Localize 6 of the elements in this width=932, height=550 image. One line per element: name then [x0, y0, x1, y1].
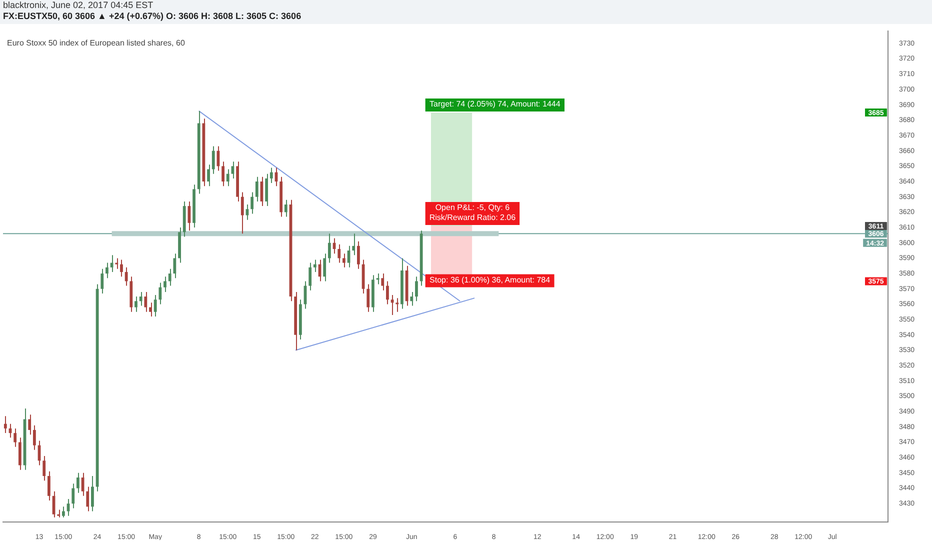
chart-title: blacktronix, June 02, 2017 04:45 EST — [3, 0, 154, 11]
band-label: Stop: 36 (1.00%) 36, Amount: 784 — [430, 275, 551, 284]
band-label: Target: 74 (2.05%) 74, Amount: 1444 — [430, 100, 561, 109]
annotation: Euro Stoxx 50 index of European listed shares, 60 — [7, 38, 186, 48]
annotation: Open P&L: -5, Qty: 6 Risk/Reward Ratio: 2.06 — [429, 203, 516, 222]
chart-subtitle: FX:EUSTX50, 60 3606 ▲ +24 (+0.67%) O: 3606 H: 3608 L: 3605 C: 3606 — [3, 11, 302, 22]
